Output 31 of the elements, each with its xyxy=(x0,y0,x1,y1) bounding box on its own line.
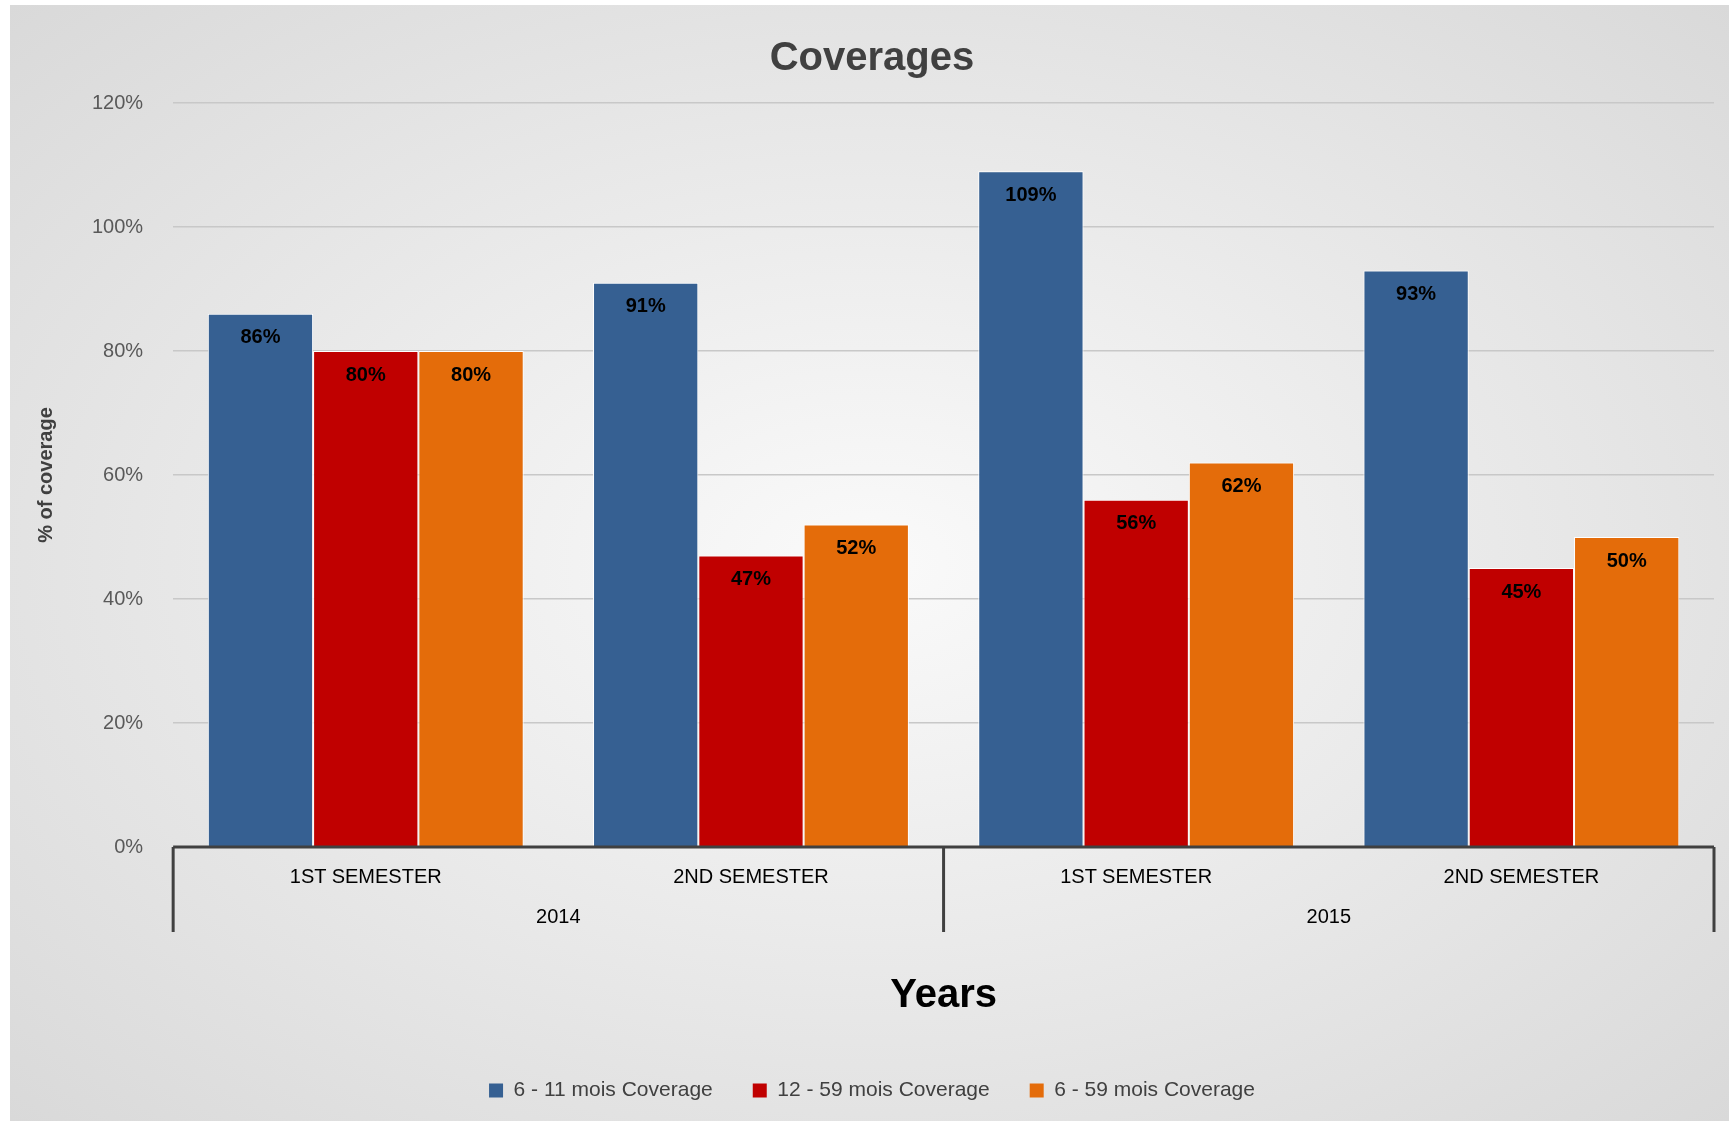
x-tick-label: 1ST SEMESTER xyxy=(1060,864,1213,887)
text: 2015 xyxy=(1306,904,1352,927)
data-label: 91% xyxy=(625,294,666,317)
data-label: 45% xyxy=(1501,579,1542,602)
data-label: 56% xyxy=(1116,511,1157,534)
data-label: 80% xyxy=(345,362,386,385)
data-label: 50% xyxy=(1606,548,1647,571)
data-label: 93% xyxy=(1396,281,1437,304)
x-tick-label: 2ND SEMESTER xyxy=(1443,864,1600,887)
x-axis-title: Years xyxy=(890,971,997,1016)
x-tick-label: 2ND SEMESTER xyxy=(673,864,829,887)
legend-label: 6 - 59 mois Coverage xyxy=(1054,1077,1255,1101)
data-label: 80% xyxy=(451,362,492,385)
data-label: 62% xyxy=(1221,474,1262,497)
chart-title: Coverages xyxy=(769,34,975,79)
data-label: 47% xyxy=(730,567,772,590)
y-tick-label: 0% xyxy=(114,834,144,857)
data-label: 86% xyxy=(240,325,281,348)
y-tick-label: 40% xyxy=(103,586,144,609)
y-axis-title: % of coverage xyxy=(33,407,56,543)
y-tick-label: 100% xyxy=(92,214,144,237)
data-label: 52% xyxy=(836,536,877,559)
y-tick-label: 120% xyxy=(92,90,144,113)
y-tick-label: 20% xyxy=(103,710,144,733)
y-tick-label: 60% xyxy=(103,462,144,485)
x-tick-label: 1ST SEMESTER xyxy=(289,864,442,887)
legend-label: 12 - 59 mois Coverage xyxy=(777,1077,990,1101)
data-label: 109% xyxy=(1005,182,1057,205)
y-tick-label: 80% xyxy=(103,338,144,361)
text: 2014 xyxy=(536,904,581,927)
legend-label: 6 - 11 mois Coverage xyxy=(513,1077,713,1101)
